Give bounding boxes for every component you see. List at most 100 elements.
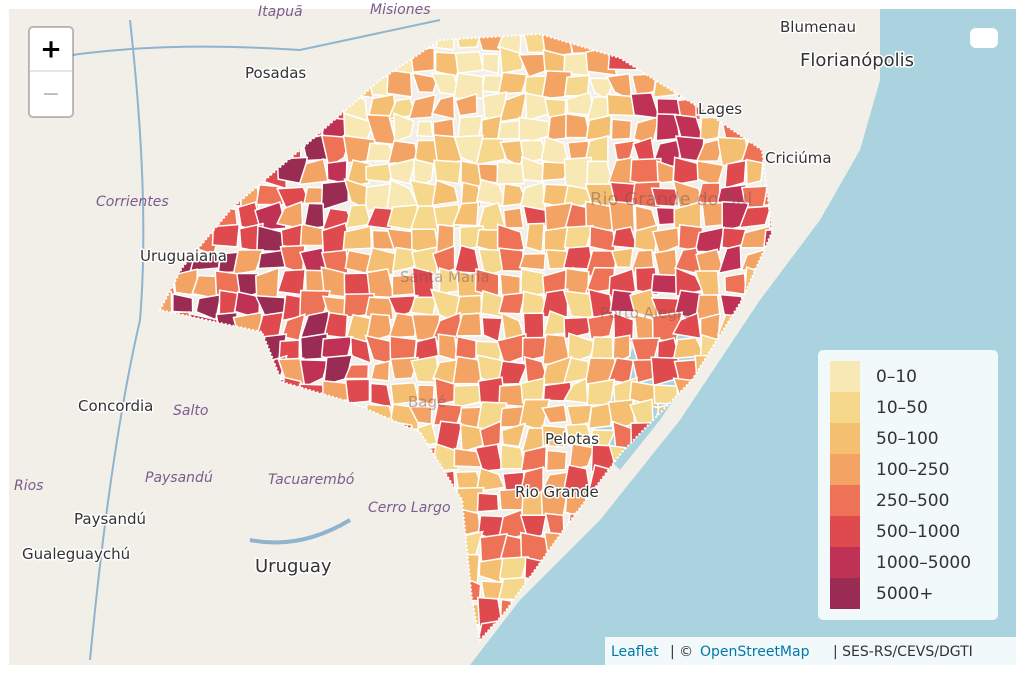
zoom-in[interactable]: + <box>40 35 62 65</box>
municipality <box>370 360 391 382</box>
municipality <box>342 225 373 251</box>
zoom-out[interactable]: − <box>42 82 60 107</box>
municipality <box>343 363 370 380</box>
municipality <box>496 223 526 253</box>
place-label: Paysandú <box>74 510 146 528</box>
legend-box <box>818 350 998 620</box>
lake <box>249 518 352 545</box>
municipality <box>387 157 418 185</box>
legend-swatch <box>830 547 860 578</box>
municipality <box>650 187 681 208</box>
attribution: Leaflet | © OpenStreetMap | SES-RS/CEVS/… <box>605 637 1016 665</box>
zoom-control: + − <box>28 26 74 118</box>
municipality <box>479 420 502 450</box>
municipality <box>454 50 485 75</box>
place-label: Florianópolis <box>800 50 914 71</box>
region-label: Itapuã <box>258 4 303 20</box>
municipality <box>320 179 350 212</box>
legend-label: 10–50 <box>876 398 928 418</box>
municipality <box>545 449 568 472</box>
legend-swatch <box>830 361 860 392</box>
municipality <box>496 161 528 185</box>
attribution-text: | SES-RS/CEVS/DGTI <box>833 644 973 660</box>
region-label: Tacuarembó <box>268 472 355 488</box>
legend-swatch <box>830 578 860 609</box>
municipality <box>431 179 459 207</box>
place-label: Pelotas <box>545 430 599 448</box>
municipality <box>411 72 439 94</box>
place-label: Santa Maria <box>400 268 490 286</box>
attribution-text: | © <box>670 644 693 660</box>
municipality <box>563 74 591 97</box>
legend-swatch <box>830 392 860 423</box>
attribution-link[interactable]: Leaflet <box>611 644 659 660</box>
municipality <box>567 332 596 365</box>
legend-label: 250–500 <box>876 491 949 511</box>
municipality <box>497 360 529 386</box>
municipality <box>437 333 459 362</box>
municipality <box>349 336 373 365</box>
country-label: Uruguay <box>255 556 332 577</box>
municipality <box>541 424 567 448</box>
region-label: Misiones <box>370 2 431 18</box>
attribution-link[interactable]: OpenStreetMap <box>700 644 810 660</box>
place-label: Porto Alegre <box>600 304 692 322</box>
municipality <box>298 158 329 186</box>
municipality <box>415 120 434 138</box>
municipality <box>501 422 527 448</box>
municipality <box>365 161 397 183</box>
place-label: Bagé <box>408 393 446 411</box>
legend-label: 1000–5000 <box>876 553 971 573</box>
municipality <box>211 223 241 248</box>
municipality <box>541 404 568 424</box>
municipality <box>172 292 194 314</box>
municipality <box>434 51 463 78</box>
municipality <box>387 294 419 318</box>
place-label: Criciúma <box>765 149 832 167</box>
municipality <box>610 247 634 269</box>
municipality <box>694 226 726 253</box>
municipality <box>520 445 548 472</box>
legend-swatch <box>830 485 860 516</box>
legend-swatch <box>830 423 860 454</box>
municipality <box>568 443 596 472</box>
municipality <box>672 156 705 186</box>
municipality <box>497 71 529 95</box>
municipality <box>408 93 437 120</box>
municipality <box>457 115 484 139</box>
municipality <box>411 246 438 276</box>
municipality <box>540 288 569 318</box>
legend-swatch <box>830 516 860 547</box>
place-label: Posadas <box>245 64 306 82</box>
municipality <box>717 244 742 275</box>
municipality <box>608 200 636 233</box>
municipality <box>610 118 633 141</box>
place-label: Blumenau <box>780 18 856 36</box>
municipality <box>460 181 483 210</box>
municipality <box>387 312 418 339</box>
municipality <box>433 159 462 185</box>
municipality <box>320 134 352 168</box>
region-label: Salto <box>173 403 208 419</box>
legend-label: 500–1000 <box>876 522 960 542</box>
region-label: Cerro Largo <box>368 500 451 516</box>
layer-control[interactable] <box>970 28 998 48</box>
legend-label: 5000+ <box>876 584 934 604</box>
municipality <box>518 252 547 271</box>
zoom-box <box>28 26 74 118</box>
municipality <box>525 222 545 253</box>
place-label: Lages <box>698 100 742 118</box>
municipality <box>497 291 526 315</box>
municipality <box>724 159 747 190</box>
municipality <box>416 384 435 406</box>
legend-label: 100–250 <box>876 460 949 480</box>
municipality <box>409 296 438 317</box>
municipality <box>745 158 764 186</box>
municipality <box>502 207 525 229</box>
municipality <box>475 137 506 166</box>
municipality <box>232 249 264 276</box>
municipality <box>481 53 500 75</box>
municipality <box>430 94 456 120</box>
